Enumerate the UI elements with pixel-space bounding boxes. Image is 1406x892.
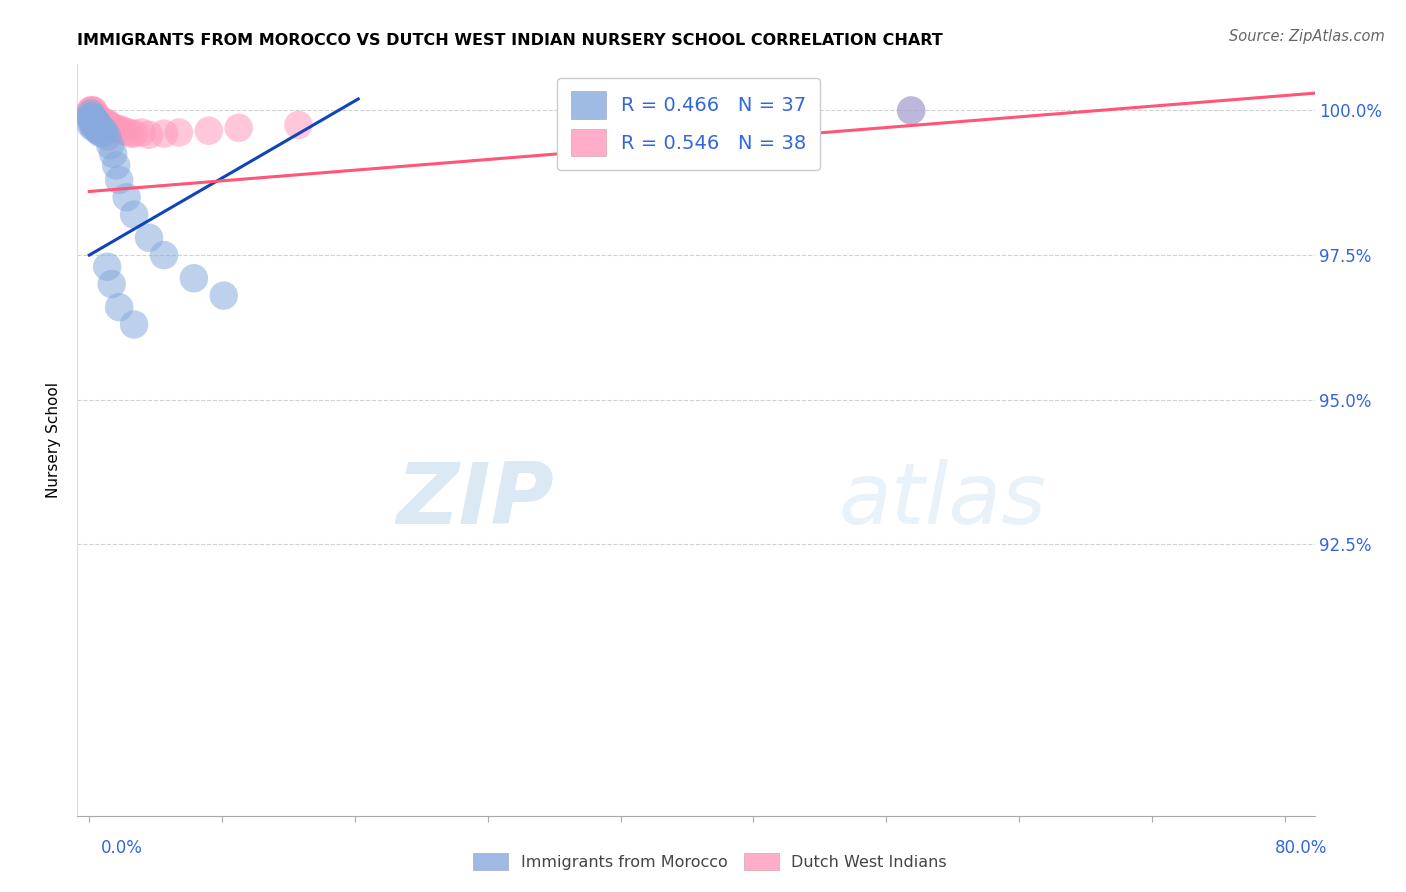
- Point: [80, 103, 103, 118]
- Point: [89, 120, 111, 135]
- Point: [87, 115, 110, 129]
- Point: [80, 118, 103, 132]
- Point: [86, 120, 108, 134]
- Point: [103, 147, 125, 161]
- Point: [90, 122, 112, 136]
- Point: [131, 126, 153, 140]
- Point: [84, 120, 107, 134]
- Point: [105, 122, 128, 136]
- Point: [89, 126, 111, 140]
- Point: [83, 109, 105, 123]
- Point: [100, 120, 122, 134]
- Point: [80, 112, 103, 127]
- Point: [83, 112, 105, 127]
- Point: [108, 300, 131, 314]
- Legend: R = 0.466   N = 37, R = 0.546   N = 38: R = 0.466 N = 37, R = 0.546 N = 38: [557, 78, 820, 169]
- Point: [212, 288, 235, 302]
- Point: [153, 127, 176, 141]
- Text: 0.0%: 0.0%: [101, 838, 143, 856]
- Point: [153, 248, 176, 262]
- Point: [93, 124, 115, 138]
- Point: [98, 138, 121, 153]
- Point: [98, 120, 121, 134]
- Point: [83, 116, 105, 130]
- Y-axis label: Nursery School: Nursery School: [46, 382, 62, 499]
- Point: [82, 103, 104, 118]
- Point: [108, 122, 131, 136]
- Point: [91, 127, 114, 141]
- Point: [103, 120, 125, 135]
- Point: [115, 125, 138, 139]
- Point: [96, 260, 118, 274]
- Point: [80, 109, 103, 123]
- Point: [86, 115, 108, 129]
- Text: Source: ZipAtlas.com: Source: ZipAtlas.com: [1229, 29, 1385, 44]
- Point: [86, 109, 108, 123]
- Point: [82, 112, 104, 127]
- Point: [111, 124, 134, 138]
- Point: [87, 118, 110, 132]
- Point: [122, 208, 145, 222]
- Point: [91, 116, 114, 130]
- Point: [82, 106, 104, 120]
- Point: [120, 127, 142, 141]
- Point: [84, 115, 107, 129]
- Point: [105, 158, 128, 172]
- Text: IMMIGRANTS FROM MOROCCO VS DUTCH WEST INDIAN NURSERY SCHOOL CORRELATION CHART: IMMIGRANTS FROM MOROCCO VS DUTCH WEST IN…: [77, 33, 943, 48]
- Point: [83, 106, 105, 120]
- Point: [287, 118, 309, 132]
- Point: [900, 103, 922, 118]
- Point: [87, 124, 110, 138]
- Point: [100, 277, 122, 291]
- Text: atlas: atlas: [838, 458, 1046, 541]
- Text: 80.0%: 80.0%: [1275, 838, 1327, 856]
- Legend: Immigrants from Morocco, Dutch West Indians: Immigrants from Morocco, Dutch West Indi…: [467, 847, 953, 877]
- Point: [198, 124, 221, 138]
- Point: [108, 173, 131, 187]
- Point: [89, 112, 111, 127]
- Point: [84, 109, 107, 123]
- Point: [167, 126, 190, 140]
- Point: [83, 120, 105, 135]
- Point: [94, 118, 117, 132]
- Point: [93, 115, 115, 129]
- Point: [82, 116, 104, 130]
- Point: [122, 127, 145, 141]
- Point: [80, 103, 103, 118]
- Point: [84, 112, 107, 127]
- Point: [97, 118, 120, 132]
- Point: [89, 115, 111, 129]
- Point: [86, 112, 108, 127]
- Point: [900, 103, 922, 118]
- Text: ZIP: ZIP: [396, 458, 554, 541]
- Point: [122, 318, 145, 332]
- Point: [138, 231, 160, 245]
- Point: [87, 112, 110, 127]
- Point: [96, 116, 118, 130]
- Point: [138, 128, 160, 142]
- Point: [80, 106, 103, 120]
- Point: [83, 103, 105, 118]
- Point: [82, 109, 104, 123]
- Point: [183, 271, 205, 285]
- Point: [115, 190, 138, 204]
- Point: [228, 120, 250, 135]
- Point: [90, 114, 112, 128]
- Point: [96, 129, 118, 144]
